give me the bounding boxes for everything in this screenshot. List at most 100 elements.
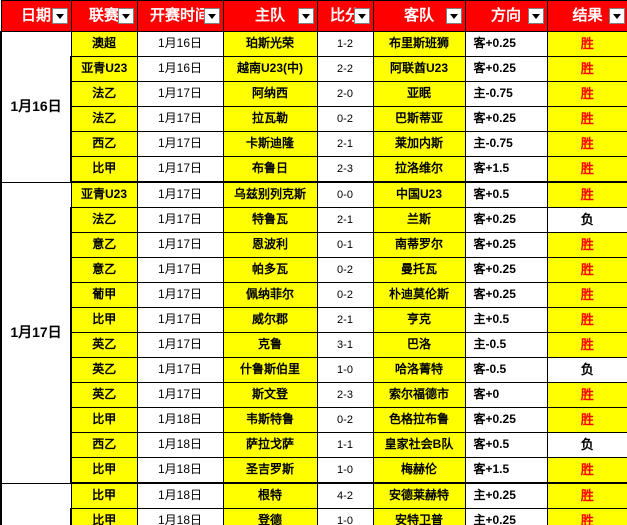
cell-away-team: 索尔福德市	[372, 382, 466, 408]
cell-kickoff-time: 1月18日	[136, 432, 224, 458]
cell-kickoff-time: 1月17日	[136, 181, 224, 208]
cell-home-team: 拉瓦勒	[222, 106, 318, 132]
cell-away-team: 曼托瓦	[372, 257, 466, 283]
cell-league: 亚青U23	[70, 56, 138, 82]
cell-result: 胜	[546, 81, 627, 107]
cell-direction: 主-0.5	[464, 332, 548, 358]
filter-dropdown-icon[interactable]	[353, 8, 370, 24]
table-header: 日期 联赛 开赛时间 主队 比分 客队 方向 结果	[0, 0, 627, 32]
cell-direction: 客+1.5	[464, 156, 548, 183]
cell-score: 2-3	[316, 382, 374, 408]
filter-dropdown-icon[interactable]	[117, 8, 134, 24]
cell-kickoff-time: 1月18日	[136, 457, 224, 484]
cell-home-team: 什鲁斯伯里	[222, 357, 318, 383]
cell-league: 澳超	[70, 31, 138, 57]
cell-away-team: 亚眠	[372, 81, 466, 107]
cell-score: 2-2	[316, 56, 374, 82]
column-header-date[interactable]: 日期	[0, 0, 72, 32]
cell-score: 0-2	[316, 282, 374, 308]
cell-date-group: 1月17日	[0, 181, 72, 484]
cell-away-team: 梅赫伦	[372, 457, 466, 484]
cell-league: 法乙	[70, 81, 138, 107]
header-label-score: 比分	[329, 6, 360, 24]
column-header-direction[interactable]: 方向	[464, 0, 548, 32]
table-row: 葡甲 1月17日 佩纳菲尔 0-2 朴迪莫伦斯 客+0.25 胜	[1, 282, 627, 308]
cell-home-team: 斯文登	[222, 382, 318, 408]
column-header-result[interactable]: 结果	[546, 0, 627, 32]
cell-direction: 客+0.25	[464, 31, 548, 57]
cell-league: 比甲	[70, 482, 138, 509]
header-label-away: 客队	[403, 6, 434, 24]
cell-away-team: 阿联酋U23	[372, 56, 466, 82]
header-row: 日期 联赛 开赛时间 主队 比分 客队 方向 结果	[0, 0, 627, 32]
cell-home-team: 帕多瓦	[222, 257, 318, 283]
cell-result: 胜	[546, 407, 627, 433]
cell-home-team: 布鲁日	[222, 156, 318, 183]
table-row: 法乙 1月17日 阿纳西 2-0 亚眠 主-0.75 胜	[1, 81, 627, 107]
cell-away-team: 巴斯蒂亚	[372, 106, 466, 132]
header-label-direction: 方向	[490, 6, 521, 24]
filter-dropdown-icon[interactable]	[445, 8, 462, 24]
filter-dropdown-icon[interactable]	[297, 8, 314, 24]
header-label-date: 日期	[20, 6, 51, 24]
filter-dropdown-icon[interactable]	[608, 8, 625, 24]
cell-direction: 主+0.25	[464, 508, 548, 525]
filter-dropdown-icon[interactable]	[527, 8, 544, 24]
header-label-kickoff: 开赛时间	[149, 6, 210, 24]
cell-direction: 客+1.5	[464, 457, 548, 484]
cell-direction: 客+0.25	[464, 257, 548, 283]
cell-league: 比甲	[70, 457, 138, 484]
cell-result: 负	[546, 207, 627, 233]
cell-kickoff-time: 1月17日	[136, 156, 224, 183]
column-header-league[interactable]: 联赛	[70, 0, 138, 32]
table-row: 英乙 1月17日 斯文登 2-3 索尔福德市 客+0 胜	[1, 382, 627, 408]
cell-league: 比甲	[70, 508, 138, 525]
cell-away-team: 安特卫普	[372, 508, 466, 525]
cell-result: 胜	[546, 106, 627, 132]
column-header-home[interactable]: 主队	[222, 0, 318, 32]
cell-league: 英乙	[70, 382, 138, 408]
cell-score: 2-1	[316, 307, 374, 333]
cell-score: 0-2	[316, 257, 374, 283]
table-row: 比甲 1月18日 圣吉罗斯 1-0 梅赫伦 客+1.5 胜	[1, 457, 627, 484]
cell-direction: 主+0.25	[464, 482, 548, 509]
cell-result: 胜	[546, 282, 627, 308]
filter-dropdown-icon[interactable]	[51, 8, 68, 24]
table-row: 比甲 1月18日 韦斯特鲁 0-2 色格拉布鲁 客+0.25 胜	[1, 407, 627, 433]
cell-kickoff-time: 1月17日	[136, 282, 224, 308]
column-header-score[interactable]: 比分	[316, 0, 374, 32]
cell-league: 意乙	[70, 257, 138, 283]
table-row: 意乙 1月17日 恩波利 0-1 南蒂罗尔 客+0.25 胜	[1, 232, 627, 258]
cell-away-team: 安德莱赫特	[372, 482, 466, 509]
column-header-kickoff[interactable]: 开赛时间	[136, 0, 224, 32]
cell-league: 英乙	[70, 357, 138, 383]
cell-away-team: 亨克	[372, 307, 466, 333]
cell-league: 法乙	[70, 207, 138, 233]
cell-result: 胜	[546, 131, 627, 157]
filter-dropdown-icon[interactable]	[203, 8, 220, 24]
cell-direction: 客+0.25	[464, 56, 548, 82]
cell-date-group	[0, 482, 72, 525]
cell-kickoff-time: 1月18日	[136, 508, 224, 525]
cell-kickoff-time: 1月17日	[136, 382, 224, 408]
cell-direction: 客+0.5	[464, 181, 548, 208]
cell-result: 胜	[546, 31, 627, 57]
cell-league: 英乙	[70, 332, 138, 358]
column-header-away[interactable]: 客队	[372, 0, 466, 32]
cell-home-team: 佩纳菲尔	[222, 282, 318, 308]
cell-result: 胜	[546, 181, 627, 208]
cell-score: 0-2	[316, 106, 374, 132]
cell-kickoff-time: 1月17日	[136, 207, 224, 233]
cell-score: 1-1	[316, 432, 374, 458]
cell-kickoff-time: 1月16日	[136, 56, 224, 82]
cell-direction: 客+0.25	[464, 407, 548, 433]
cell-kickoff-time: 1月17日	[136, 257, 224, 283]
cell-date-group: 1月16日	[0, 31, 72, 183]
cell-kickoff-time: 1月18日	[136, 407, 224, 433]
cell-away-team: 朴迪莫伦斯	[372, 282, 466, 308]
cell-home-team: 圣吉罗斯	[222, 457, 318, 484]
cell-away-team: 中国U23	[372, 181, 466, 208]
cell-away-team: 拉洛维尔	[372, 156, 466, 183]
cell-away-team: 布里斯班狮	[372, 31, 466, 57]
